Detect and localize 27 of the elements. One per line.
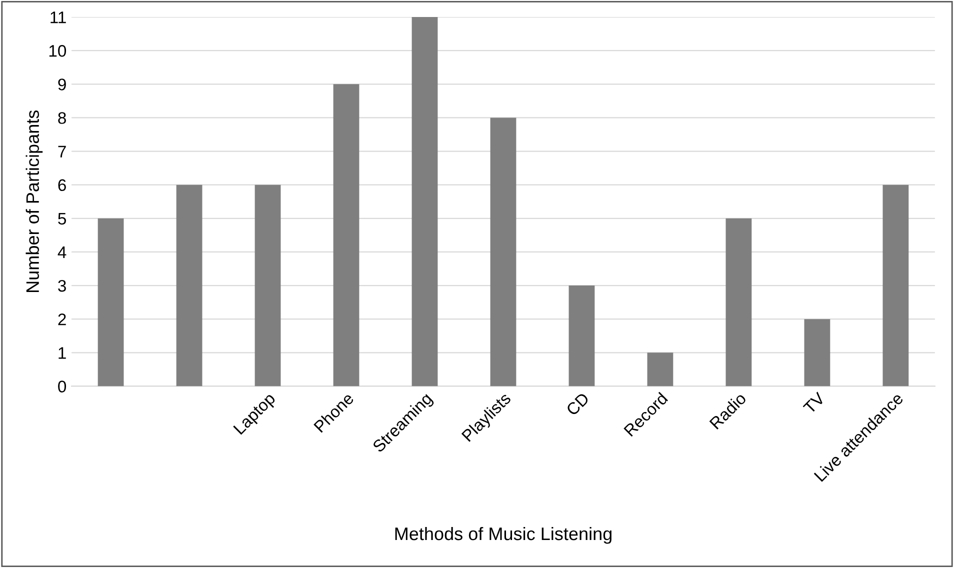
y-axis-title: Number of Participants: [26, 110, 43, 292]
x-tick-label: TV: [802, 392, 826, 414]
y-tick-label: 5: [58, 212, 66, 225]
bar: [647, 352, 674, 386]
y-tick-label: 6: [58, 179, 66, 192]
bar: [882, 184, 909, 386]
bar: [176, 184, 202, 386]
y-tick-label: 3: [58, 280, 66, 292]
y-tick-label: 7: [58, 146, 66, 158]
y-tick-label: 8: [58, 112, 66, 124]
bar: [333, 84, 360, 386]
y-tick-label: 11: [50, 12, 66, 24]
bar: [568, 286, 595, 386]
y-tick-label: 9: [58, 78, 66, 90]
x-tick-label: CD: [566, 392, 590, 416]
bar: [254, 184, 281, 386]
y-tick-label: 2: [58, 314, 66, 326]
x-axis-title: Methods of Music Listening: [395, 526, 612, 544]
bar: [726, 218, 752, 386]
bar: [98, 218, 124, 386]
bar: [804, 319, 830, 386]
bar: [412, 17, 438, 386]
bar: [490, 118, 516, 386]
y-tick-label: 0: [58, 380, 66, 392]
y-tick-label: 10: [49, 45, 66, 57]
y-tick-label: 1: [58, 347, 66, 359]
y-tick-label: 4: [58, 246, 66, 258]
